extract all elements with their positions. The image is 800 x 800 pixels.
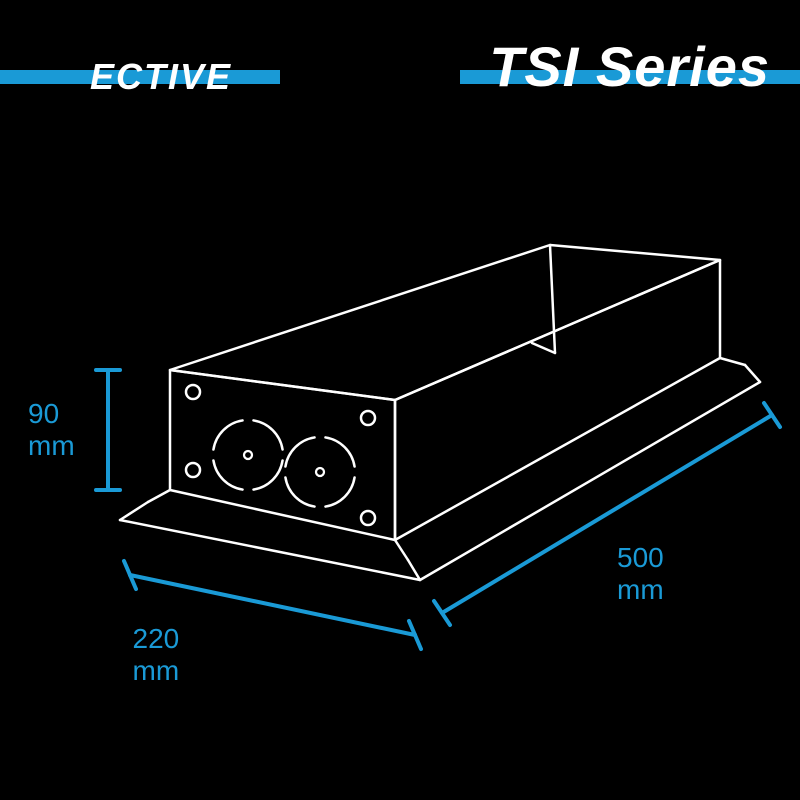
product-dimension-diagram	[0, 120, 800, 780]
dimension-length-label: 500 mm	[617, 542, 664, 606]
product-box-outline	[120, 245, 760, 580]
product-box-details	[186, 385, 375, 525]
dimension-lines	[96, 370, 780, 649]
series-title: TSI Series	[489, 34, 770, 99]
dimension-width-label: 220 mm	[133, 623, 180, 687]
dimension-height-label: 90 mm	[28, 398, 75, 462]
brand-logo: ECTIVE	[90, 56, 232, 98]
